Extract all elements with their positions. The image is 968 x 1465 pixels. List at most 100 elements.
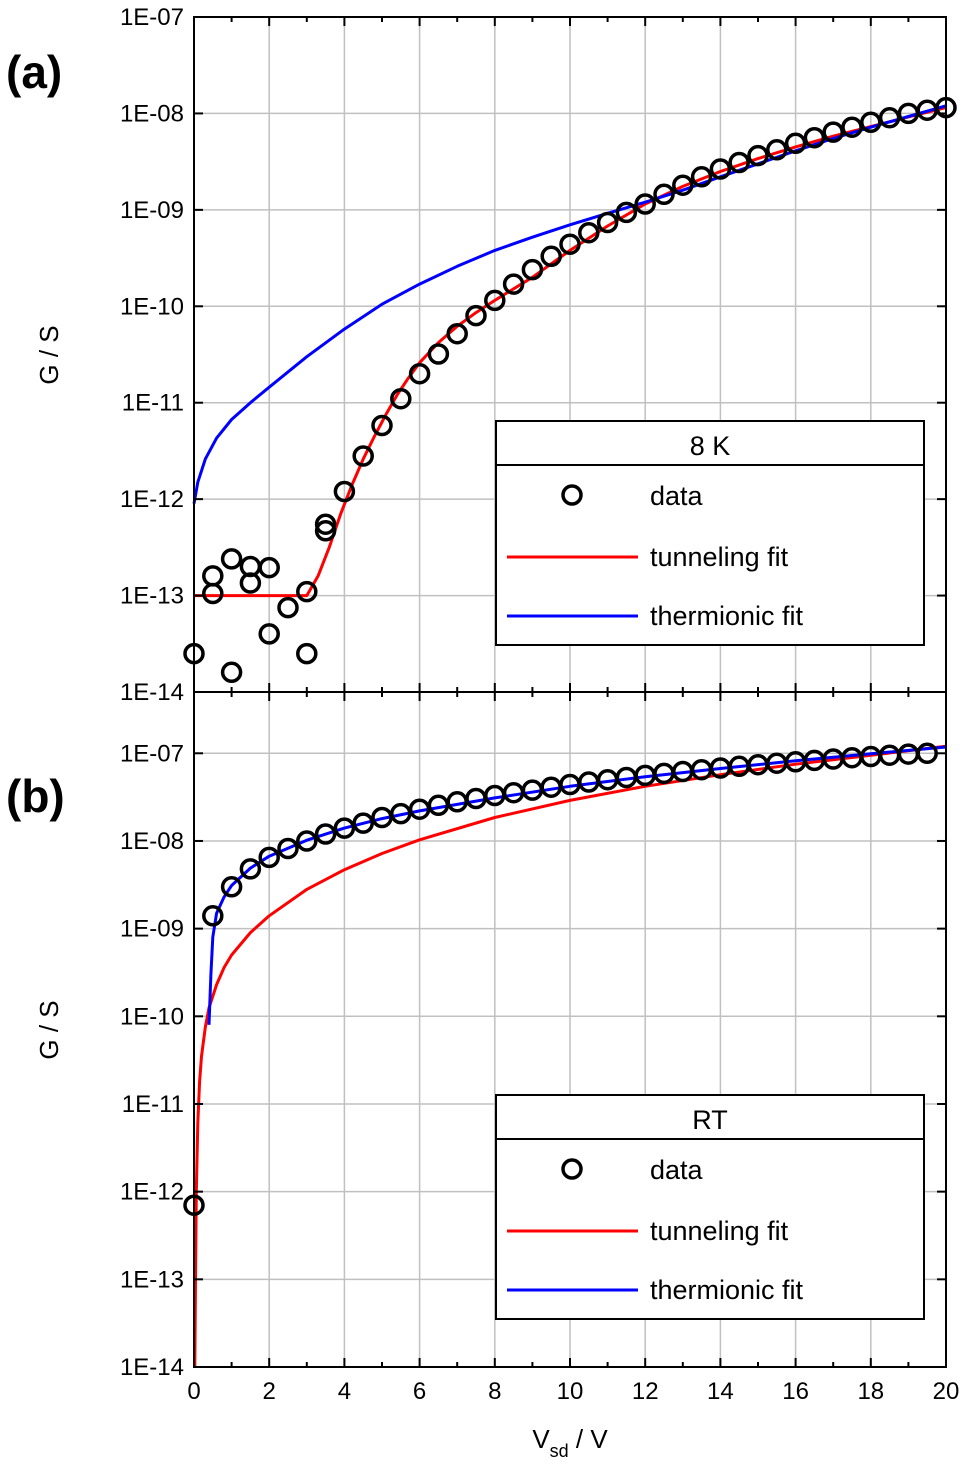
panel-a-data-point-10 bbox=[296, 580, 318, 603]
panel-a-legend-tunneling-label: tunneling fit bbox=[650, 542, 789, 572]
panel-b-thermionic-fit-line bbox=[207, 745, 947, 1025]
panel-b-y-axis-label: G / S bbox=[34, 1000, 64, 1059]
panel-b-y-tick-label-1: 1E-13 bbox=[120, 1266, 184, 1293]
panel-b-y-tick-label-4: 1E-10 bbox=[120, 1003, 184, 1030]
x-axis-label-unit: / V bbox=[569, 1424, 609, 1454]
panel-a: 1E-14 1E-13 1E-12 1E-11 1E-10 1E-09 1E-08 1E-07… bbox=[6, 4, 957, 706]
panel-b-label: (b) bbox=[6, 770, 65, 822]
panel-b-x-tick-label-3: 6 bbox=[413, 1378, 426, 1405]
panel-b-x-tick-label-5: 10 bbox=[557, 1378, 584, 1405]
panel-a-legend-data-label: data bbox=[650, 481, 704, 511]
panel-b-data-point-9 bbox=[352, 812, 374, 834]
panel-a-data-point-11 bbox=[296, 642, 318, 665]
panel-b-data-point-38 bbox=[897, 743, 920, 765]
panel-a-label: (a) bbox=[6, 46, 62, 98]
panel-a-data-point-37 bbox=[766, 139, 788, 161]
panel-b-data-point-3 bbox=[239, 858, 262, 880]
panel-a-data-point-17 bbox=[390, 387, 412, 410]
panel-a-data-point-33 bbox=[690, 166, 713, 188]
panel-b-data-point-8 bbox=[333, 817, 356, 839]
panel-b-y-tick-labels: 1E-14 1E-13 1E-12 1E-11 1E-10 1E-09 1E-08 1E-07 bbox=[120, 740, 184, 1381]
panel-b-legend-data-marker bbox=[561, 1158, 583, 1180]
panel-a-data-point-35 bbox=[728, 151, 750, 174]
panel-a-legend: 8 K data tunneling fit thermionic fit bbox=[495, 420, 925, 646]
panel-a-data-point-13 bbox=[314, 513, 337, 535]
panel-a-y-tick-label-3: 1E-11 bbox=[122, 390, 184, 417]
panel-a-series bbox=[183, 96, 957, 684]
panel-a-data-point-6 bbox=[239, 572, 262, 594]
panel-b-data-point-6 bbox=[296, 830, 318, 852]
panel-b-y-tick-label-0: 1E-14 bbox=[120, 1354, 184, 1381]
panel-b-data-point-2 bbox=[220, 876, 243, 898]
panel-b-data-point-7 bbox=[314, 823, 337, 845]
panel-b-x-tick-label-8: 16 bbox=[782, 1378, 809, 1405]
panel-a-data-point-7 bbox=[258, 556, 280, 579]
panel-b-x-tick-label-7: 14 bbox=[707, 1378, 734, 1405]
panel-a-data-point-4 bbox=[220, 661, 243, 684]
panel-a-data-point-28 bbox=[596, 211, 619, 234]
panel-a-legend-thermionic-label: thermionic fit bbox=[650, 601, 804, 631]
panel-a-data-point-27 bbox=[578, 221, 600, 244]
panel-b-legend-box bbox=[495, 1094, 925, 1320]
panel-b-y-tick-label-3: 1E-11 bbox=[122, 1091, 184, 1118]
panel-a-data-point-42 bbox=[860, 111, 882, 134]
panel-a-data-point-34 bbox=[709, 158, 732, 180]
panel-a-data-point-26 bbox=[559, 233, 581, 255]
panel-b-legend-title: RT bbox=[692, 1105, 728, 1135]
panel-a-y-tick-label-4: 1E-10 bbox=[120, 293, 184, 320]
panel-a-data-point-3 bbox=[220, 548, 243, 570]
panel-a-y-tick-label-2: 1E-12 bbox=[120, 486, 184, 513]
panel-b-data-point-1 bbox=[202, 905, 224, 927]
panel-a-data-point-31 bbox=[653, 183, 675, 206]
panel-b-x-tick-label-1: 2 bbox=[263, 1378, 276, 1405]
panel-a-data-point-2 bbox=[202, 582, 224, 605]
panel-a-y-tick-label-7: 1E-07 bbox=[120, 4, 184, 31]
panel-b-series bbox=[183, 742, 947, 1368]
panel-a-data-point-15 bbox=[352, 445, 374, 467]
panel-a-y-tick-label-5: 1E-09 bbox=[120, 197, 184, 224]
panel-a-data-point-8 bbox=[258, 623, 280, 645]
panel-b-x-tick-labels: 0 2 4 6 8 10 12 14 16 18 20 bbox=[187, 1378, 959, 1405]
panel-a-data-point-19 bbox=[427, 343, 450, 365]
panel-a-data-point-22 bbox=[484, 289, 506, 312]
panel-a-data-point-23 bbox=[502, 273, 525, 295]
panel-b-legend-tunneling-label: tunneling fit bbox=[650, 1216, 789, 1246]
panel-b-y-tick-label-6: 1E-08 bbox=[120, 828, 184, 855]
panel-b-data-point-4 bbox=[258, 846, 280, 869]
panel-a-data-point-43 bbox=[878, 107, 901, 129]
panel-a-data-point-12 bbox=[314, 520, 337, 542]
panel-b-x-tick-label-2: 4 bbox=[338, 1378, 351, 1405]
panel-a-data-point-18 bbox=[408, 362, 431, 385]
panel-b-y-tick-label-2: 1E-12 bbox=[120, 1179, 184, 1206]
panel-b: 1E-14 1E-13 1E-12 1E-11 1E-10 1E-09 1E-08 1E-07… bbox=[6, 691, 959, 1461]
panel-a-data-point-21 bbox=[465, 304, 487, 327]
panel-a-data-point-36 bbox=[747, 144, 769, 167]
panel-a-legend-box bbox=[495, 420, 925, 646]
panel-a-grid bbox=[194, 17, 946, 692]
panel-a-data-point-9 bbox=[277, 596, 299, 619]
panel-a-y-axis-label: G / S bbox=[34, 325, 64, 384]
panel-b-legend-data-label: data bbox=[650, 1155, 704, 1185]
panel-b-x-tick-label-4: 8 bbox=[488, 1378, 501, 1405]
panel-a-legend-title: 8 K bbox=[690, 431, 731, 461]
panel-a-y-tick-labels: 1E-14 1E-13 1E-12 1E-11 1E-10 1E-09 1E-08 1E-07 bbox=[120, 4, 184, 706]
panel-a-data-point-39 bbox=[803, 126, 826, 149]
panel-b-y-tick-label-7: 1E-07 bbox=[120, 740, 184, 767]
panel-a-data-point-20 bbox=[446, 322, 468, 345]
panel-a-data-point-24 bbox=[521, 258, 544, 281]
panel-a-data-point-14 bbox=[333, 480, 356, 503]
panel-a-data-point-16 bbox=[371, 414, 393, 437]
panel-a-data-point-41 bbox=[841, 116, 863, 138]
panel-a-y-tick-label-6: 1E-08 bbox=[120, 100, 184, 127]
x-axis-label-sub: sd bbox=[550, 1441, 569, 1461]
panel-b-data-point-15 bbox=[465, 787, 487, 810]
panel-b-y-tick-label-5: 1E-09 bbox=[120, 916, 184, 943]
panel-a-y-tick-label-1: 1E-13 bbox=[120, 583, 184, 610]
panel-b-x-tick-label-9: 18 bbox=[857, 1378, 884, 1405]
panel-a-data-point-29 bbox=[615, 201, 638, 224]
panel-b-x-axis-label: Vsd / V bbox=[532, 1424, 608, 1461]
panel-a-legend-data-marker bbox=[561, 484, 583, 506]
panel-b-data-point-5 bbox=[277, 837, 299, 860]
panel-b-ticks bbox=[193, 692, 947, 1368]
